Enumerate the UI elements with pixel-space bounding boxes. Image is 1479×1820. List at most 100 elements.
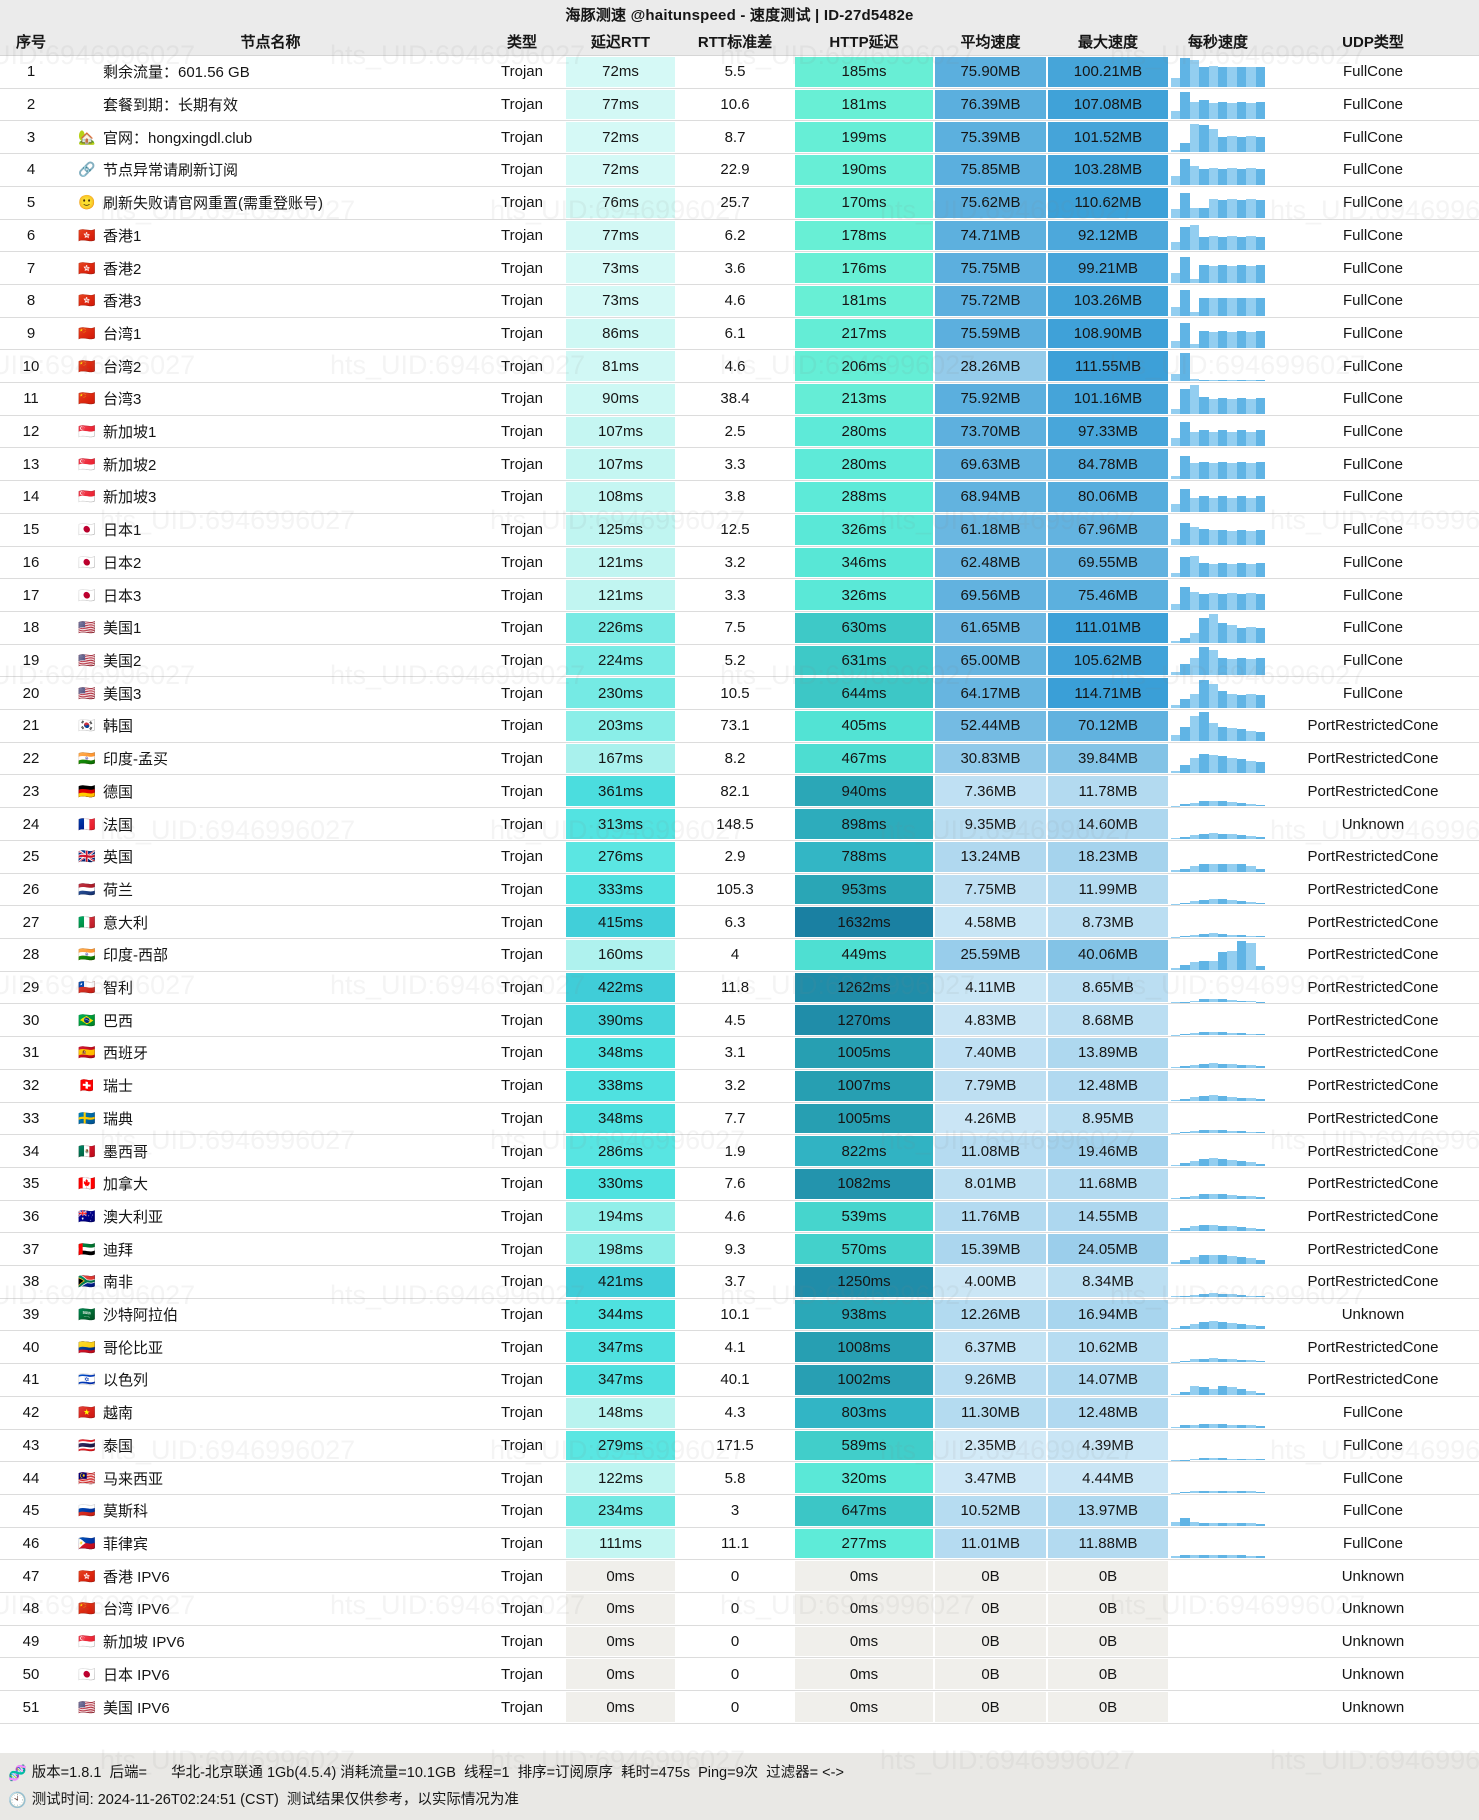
cell-max-speed: 24.05MB bbox=[1047, 1233, 1169, 1266]
cell-index: 11 bbox=[23, 390, 39, 408]
cell-udp-type: FullCone bbox=[1342, 63, 1404, 81]
flag-icon: 🇨🇳 bbox=[78, 324, 96, 341]
flag-icon: 🇯🇵 bbox=[78, 586, 96, 603]
sparkline-bar bbox=[1208, 1522, 1219, 1526]
sparkline-bar bbox=[1227, 1064, 1237, 1068]
sparkline-bar bbox=[1246, 1491, 1256, 1493]
sparkline-bar bbox=[1255, 430, 1266, 447]
sparkline-bar bbox=[1171, 870, 1181, 872]
cell-http-latency: 326ms bbox=[794, 579, 934, 611]
cell-udp-type: PortRestrictedCone bbox=[1307, 1077, 1439, 1095]
sparkline-bar bbox=[1218, 934, 1228, 937]
cell-http-latency: 320ms bbox=[794, 1462, 934, 1494]
sparkline-bar bbox=[1208, 1129, 1219, 1134]
sparkline-bar bbox=[1208, 66, 1219, 87]
node-name-label: 香港 IPV6 bbox=[103, 1568, 170, 1586]
node-name-label: 沙特阿拉伯 bbox=[103, 1307, 179, 1325]
cell-node-name: 🇸🇬 新加坡3 bbox=[62, 481, 479, 513]
cell-speed-sparkline bbox=[1169, 906, 1267, 938]
sparkline-bar bbox=[1236, 102, 1247, 120]
sparkline-bar bbox=[1199, 461, 1209, 480]
sparkline-bar bbox=[1218, 1130, 1228, 1134]
sparkline-bar bbox=[1199, 298, 1209, 316]
table-row: 48 🇨🇳 台湾 IPV6 Trojan 0ms 0 0ms 0B 0B Unknown bbox=[0, 1593, 1479, 1626]
sparkline-bar bbox=[1246, 66, 1256, 87]
cell-rtt: 333ms bbox=[565, 873, 676, 906]
cell-rtt: 0ms bbox=[565, 1593, 676, 1625]
sparkline-bar bbox=[1171, 475, 1181, 480]
sparkline-bar bbox=[1218, 331, 1228, 349]
cell-rtt-stddev: 4 bbox=[730, 946, 740, 964]
sparkline-bar bbox=[1255, 868, 1266, 872]
cell-speed-sparkline bbox=[1169, 1299, 1267, 1331]
cell-rtt: 415ms bbox=[565, 906, 676, 938]
sparkline-bar bbox=[1199, 237, 1209, 251]
node-name-label: 日本1 bbox=[103, 522, 142, 540]
cell-rtt: 111ms bbox=[565, 1527, 676, 1560]
table-row: 17 🇯🇵 日本3 Trojan 121ms 3.3 326ms 69.56MB 75.46MB… bbox=[0, 579, 1479, 612]
cell-index: 36 bbox=[22, 1207, 40, 1225]
cell-avg-speed: 0B bbox=[934, 1593, 1047, 1625]
sparkline-bar bbox=[1255, 102, 1266, 120]
cell-node-name: 🙂 刷新失败请官网重置(需重登账号) bbox=[62, 187, 479, 219]
cell-index: 48 bbox=[22, 1600, 40, 1618]
node-name-label: 日本2 bbox=[103, 554, 142, 572]
cell-udp-type: FullCone bbox=[1342, 194, 1404, 212]
sparkline-bar bbox=[1199, 496, 1209, 512]
sparkline-bar bbox=[1199, 1130, 1209, 1134]
cell-rtt-stddev: 171.5 bbox=[716, 1436, 754, 1454]
cell-max-speed: 67.96MB bbox=[1047, 513, 1169, 546]
cell-http-latency: 589ms bbox=[794, 1429, 934, 1462]
cell-rtt: 121ms bbox=[565, 546, 676, 579]
sparkline-bar bbox=[1255, 732, 1266, 741]
cell-speed-sparkline bbox=[1169, 1070, 1267, 1102]
cell-node-name: 🇦🇺 澳大利亚 bbox=[62, 1201, 479, 1233]
sparkline-bar bbox=[1218, 102, 1228, 120]
cell-node-name: 🇨🇴 哥伦比亚 bbox=[62, 1331, 479, 1363]
sparkline-bar bbox=[1236, 1523, 1247, 1526]
sparkline-bar bbox=[1218, 264, 1228, 283]
cell-http-latency: 288ms bbox=[794, 481, 934, 513]
sparkline-bar bbox=[1236, 1359, 1247, 1363]
sparkline-bar bbox=[1199, 801, 1209, 807]
cell-max-speed: 0B bbox=[1047, 1560, 1169, 1593]
cell-index: 23 bbox=[22, 782, 40, 800]
sparkline-bar bbox=[1255, 1393, 1266, 1395]
sparkline-bar bbox=[1246, 103, 1256, 120]
cell-index: 44 bbox=[22, 1469, 40, 1487]
sparkline-bar bbox=[1208, 129, 1219, 153]
sparkline-bar bbox=[1208, 1293, 1219, 1297]
sparkline-bar bbox=[1208, 1062, 1219, 1068]
cell-node-name: 🇵🇭 菲律宾 bbox=[62, 1528, 479, 1560]
cell-rtt-stddev: 0 bbox=[730, 1600, 740, 1618]
cell-max-speed: 8.95MB bbox=[1047, 1102, 1169, 1135]
cell-max-speed: 19.46MB bbox=[1047, 1135, 1169, 1167]
cell-udp-type: FullCone bbox=[1342, 488, 1404, 506]
sparkline-bar bbox=[1246, 1555, 1256, 1559]
sparkline-bar bbox=[1208, 1031, 1219, 1036]
cell-type: Trojan bbox=[501, 619, 543, 637]
cell-speed-sparkline bbox=[1169, 1004, 1267, 1036]
sparkline-bar bbox=[1199, 1386, 1209, 1395]
table-row: 16 🇯🇵 日本2 Trojan 121ms 3.2 346ms 62.48MB 69.55MB… bbox=[0, 546, 1479, 580]
sparkline-bar bbox=[1246, 592, 1256, 610]
sparkline-bar bbox=[1180, 1459, 1190, 1461]
cell-http-latency: 898ms bbox=[794, 808, 934, 840]
table-row: 25 🇬🇧 英国 Trojan 276ms 2.9 788ms 13.24MB 18.23MB P… bbox=[0, 840, 1479, 874]
sparkline-bar bbox=[1236, 379, 1247, 382]
sparkline-bar bbox=[1189, 935, 1200, 937]
cell-speed-sparkline bbox=[1169, 743, 1267, 775]
cell-http-latency: 1002ms bbox=[794, 1364, 934, 1396]
node-name-label: 美国1 bbox=[103, 620, 142, 638]
flag-icon: 🇺🇸 bbox=[78, 619, 96, 636]
cell-type: Trojan bbox=[501, 488, 543, 506]
cell-rtt-stddev: 73.1 bbox=[720, 717, 750, 735]
sparkline-bar bbox=[1227, 802, 1237, 807]
cell-rtt: 107ms bbox=[565, 415, 676, 448]
sparkline-bar bbox=[1180, 664, 1190, 676]
cell-rtt: 344ms bbox=[565, 1298, 676, 1331]
cell-index: 14 bbox=[22, 488, 40, 506]
table-row: 3 🏡 官网：hongxingdl.club Trojan 72ms 8.7 199ms 75… bbox=[0, 121, 1479, 155]
table-row: 32 🇨🇭 瑞士 Trojan 338ms 3.2 1007ms 7.79MB 12.48MB P… bbox=[0, 1069, 1479, 1103]
node-name-label: 南非 bbox=[103, 1274, 134, 1292]
